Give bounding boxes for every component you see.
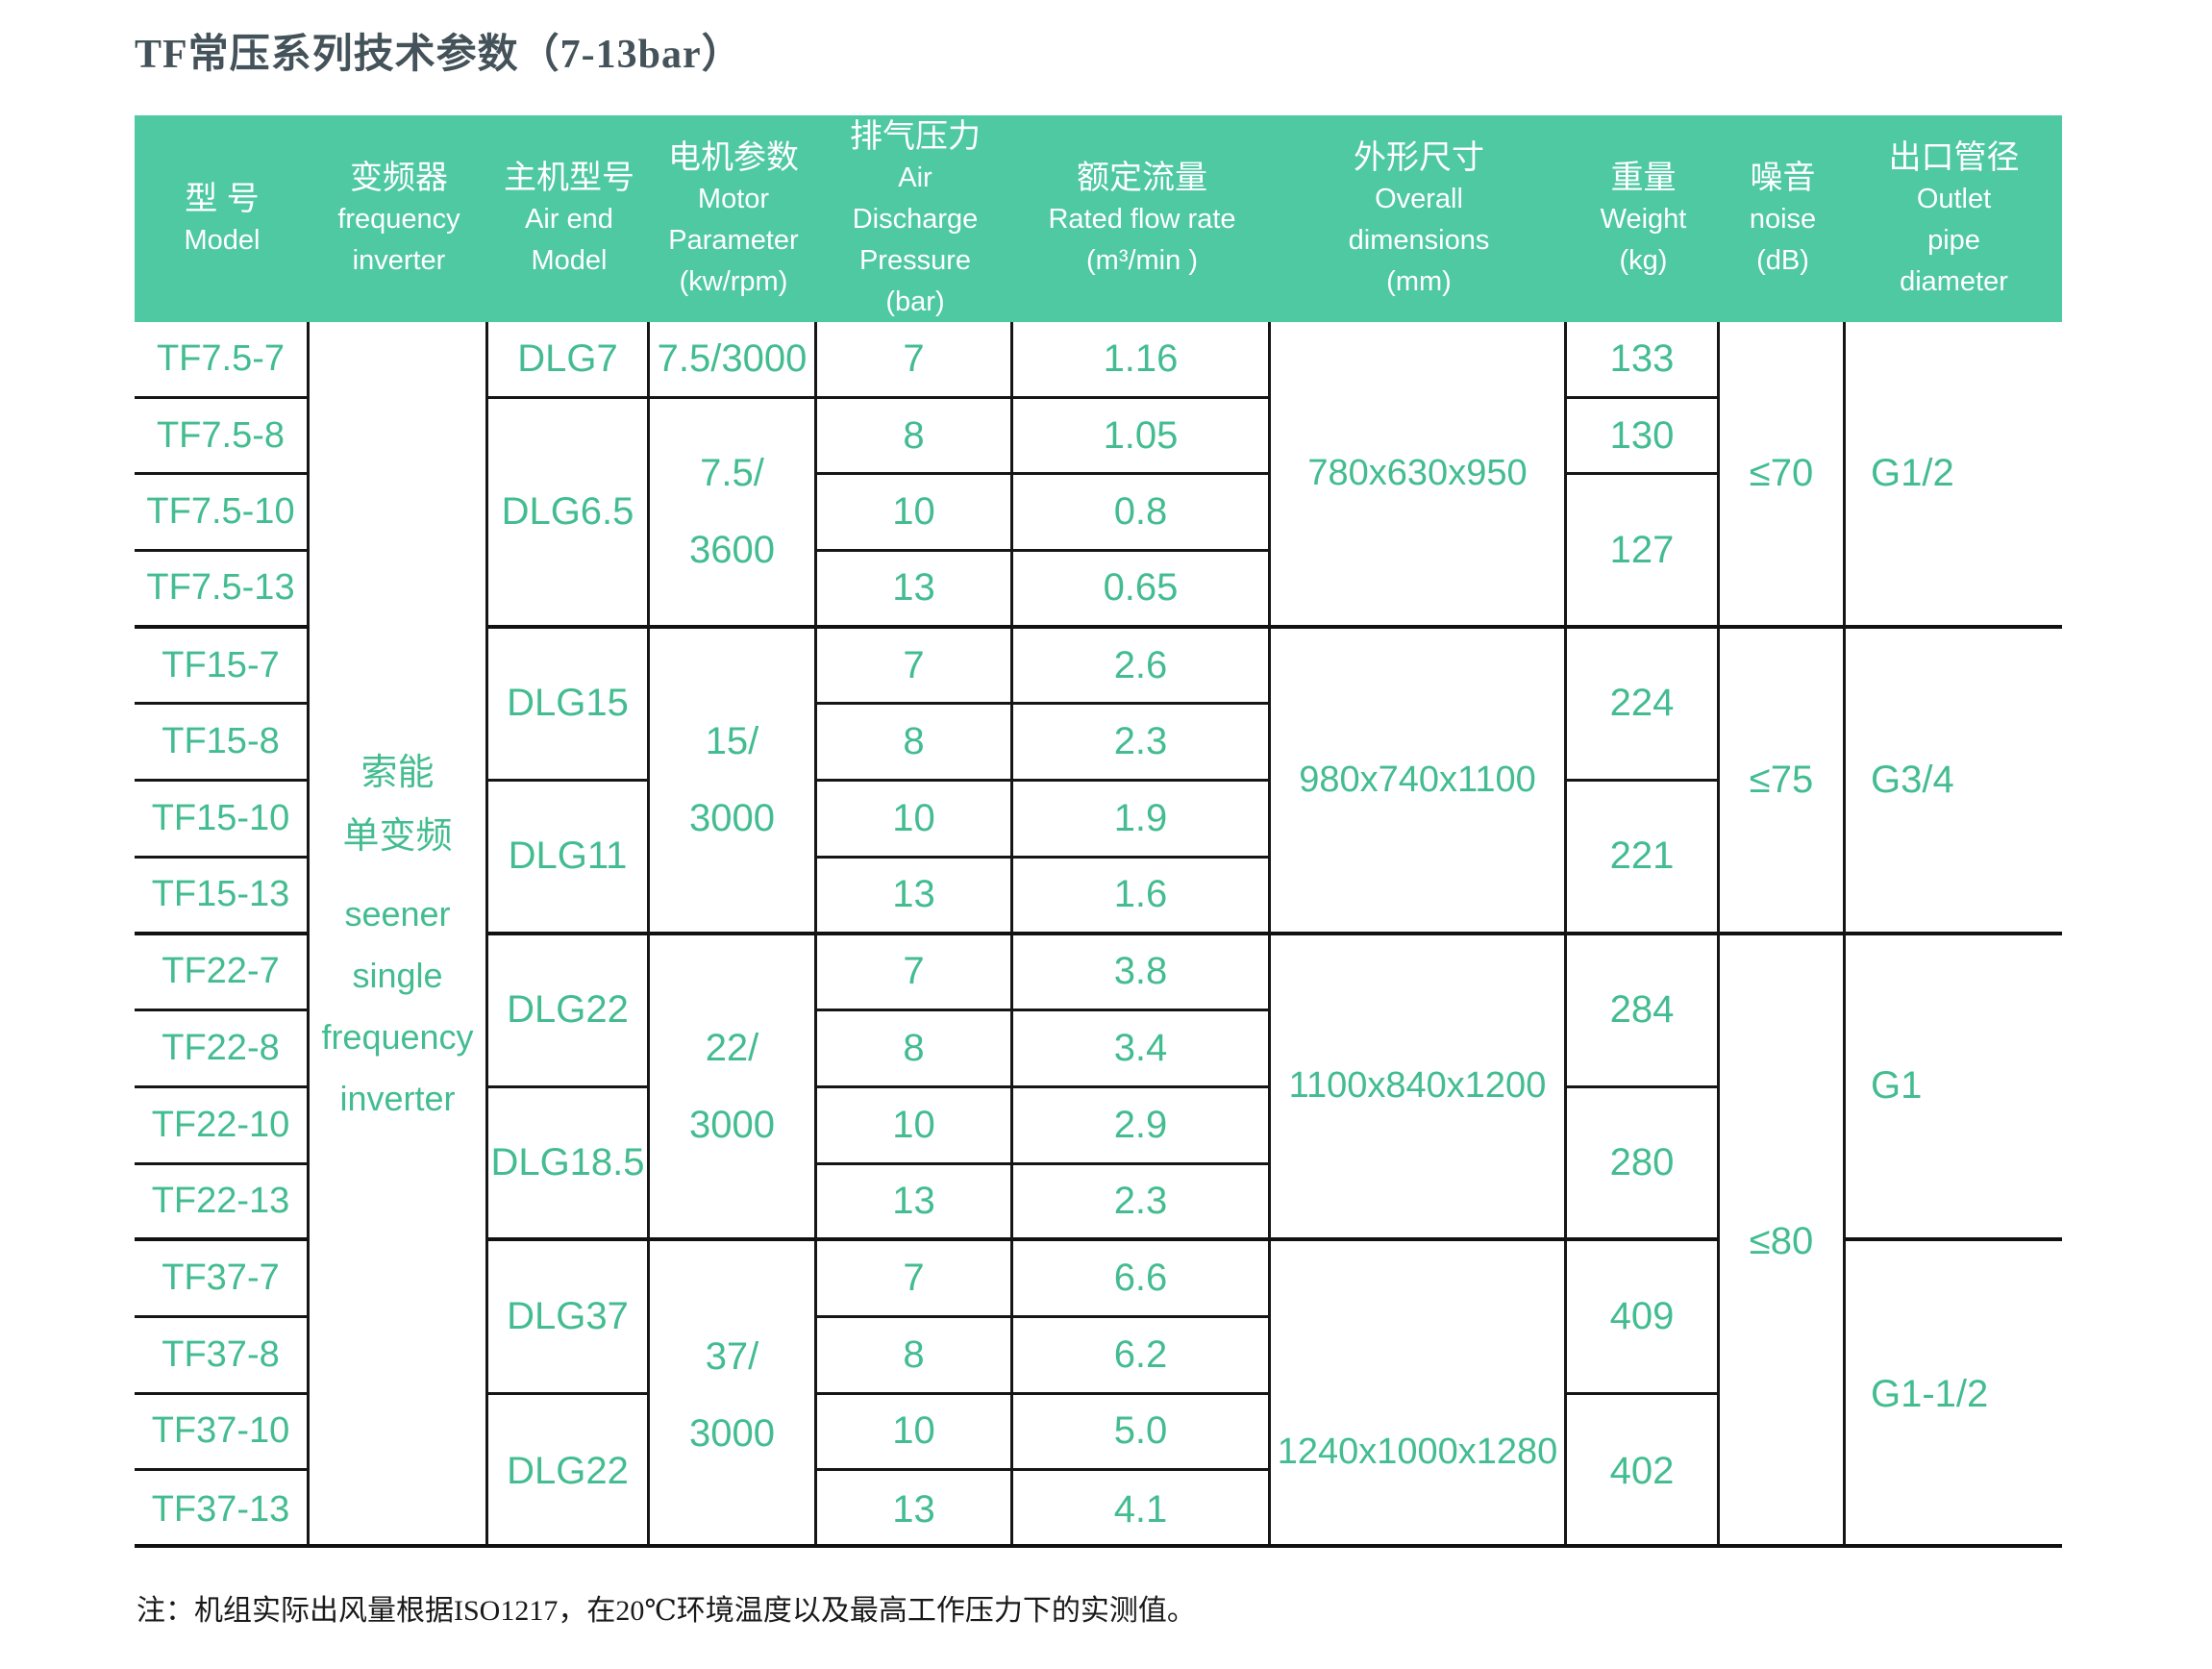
cell-model-1: TF7.5-8 — [135, 398, 310, 476]
cell-flow-3: 0.65 — [1013, 552, 1271, 629]
cell-model-0: TF7.5-7 — [135, 322, 310, 399]
page-title: TF常压系列技术参数（7-13bar） — [135, 33, 743, 77]
cell-pressure-14: 10 — [817, 1394, 1013, 1472]
cell-weight-1: 130 — [1567, 398, 1720, 476]
cell-pressure-7: 13 — [817, 858, 1013, 935]
cell-flow-9: 3.4 — [1013, 1011, 1271, 1088]
header-dimensions: 外形尺寸 Overall dimensions (mm) — [1348, 138, 1490, 297]
cell-flow-11: 2.3 — [1013, 1164, 1271, 1242]
cell-model-15: TF37-13 — [135, 1471, 310, 1548]
cell-flow-5: 2.3 — [1013, 705, 1271, 783]
cell-airend-7: DLG22 — [488, 1394, 650, 1548]
cell-airend-5: DLG18.5 — [488, 1087, 650, 1242]
cell-airend-1: DLG6.5 — [488, 398, 650, 629]
cell-model-10: TF22-10 — [135, 1087, 310, 1165]
cell-motor-2: 15/3000 — [650, 628, 817, 935]
cell-airend-2: DLG15 — [488, 628, 650, 783]
cell-pressure-0: 7 — [817, 322, 1013, 399]
cell-flow-14: 5.0 — [1013, 1394, 1271, 1472]
cell-outlet-0: G1/2 — [1846, 322, 2062, 629]
header-motor: 电机参数 Motor Parameter (kw/rpm) — [668, 138, 799, 297]
cell-model-9: TF22-8 — [135, 1011, 310, 1088]
cell-weight-8: 402 — [1567, 1394, 1720, 1548]
cell-model-14: TF37-10 — [135, 1394, 310, 1472]
cell-flow-7: 1.6 — [1013, 858, 1271, 935]
cell-weight-0: 133 — [1567, 322, 1720, 399]
cell-weight-5: 284 — [1567, 934, 1720, 1088]
cell-airend-0: DLG7 — [488, 322, 650, 399]
header-model: 型 号 Model — [184, 180, 261, 256]
cell-outlet-1: G3/4 — [1846, 629, 2062, 935]
cell-model-12: TF37-7 — [135, 1241, 310, 1318]
cell-pressure-8: 7 — [817, 934, 1013, 1012]
cell-noise-2: ≤80 — [1720, 934, 1846, 1548]
cell-dims-1: 980x740x1100 — [1271, 628, 1567, 935]
cell-pressure-1: 8 — [817, 398, 1013, 476]
cell-dims-3: 1240x1000x1280 — [1271, 1241, 1567, 1548]
cell-model-5: TF15-8 — [135, 705, 310, 783]
cell-motor-3: 22/3000 — [650, 934, 817, 1242]
header-flow: 额定流量 Rated flow rate (m³/min ) — [1048, 160, 1236, 276]
cell-airend-4: DLG22 — [488, 934, 650, 1088]
cell-weight-7: 409 — [1567, 1241, 1720, 1395]
cell-pressure-5: 8 — [817, 705, 1013, 783]
cell-flow-6: 1.9 — [1013, 782, 1271, 859]
cell-flow-4: 2.6 — [1013, 628, 1271, 706]
table-bottom-border — [135, 1544, 2062, 1548]
header-airend: 主机型号 Air end Model — [504, 160, 634, 276]
cell-motor-0: 7.5/3000 — [650, 322, 817, 399]
cell-flow-15: 4.1 — [1013, 1471, 1271, 1548]
cell-pressure-9: 8 — [817, 1011, 1013, 1088]
cell-model-13: TF37-8 — [135, 1317, 310, 1395]
cell-flow-8: 3.8 — [1013, 934, 1271, 1012]
header-pressure: 排气压力 Air Discharge Pressure (bar) — [850, 118, 981, 317]
cell-airend-6: DLG37 — [488, 1241, 650, 1395]
header-outlet: 出口管径 Outlet pipe diameter — [1888, 138, 2020, 297]
cell-outlet-3: G1-1/2 — [1871, 1373, 1989, 1416]
cell-outlet-2: G1 — [1846, 935, 2062, 1242]
cell-weight-2: 127 — [1567, 475, 1720, 629]
cell-dims-2: 1100x840x1200 — [1271, 934, 1567, 1242]
cell-pressure-6: 10 — [817, 782, 1013, 859]
cell-flow-13: 6.2 — [1013, 1317, 1271, 1395]
cell-pressure-11: 13 — [817, 1164, 1013, 1242]
cell-noise-1: ≤75 — [1720, 628, 1846, 935]
spec-table: 型 号 Model 变频器 frequency inverter 主机型号 Ai… — [135, 115, 2062, 1548]
footnote: 注：机组实际出风量根据ISO1217，在20℃环境温度以及最高工作压力下的实测值… — [137, 1595, 1196, 1627]
header-weight: 重量 Weight (kg) — [1600, 160, 1687, 276]
cell-model-2: TF7.5-10 — [135, 475, 310, 553]
cell-model-4: TF15-7 — [135, 628, 310, 706]
header-inverter: 变频器 frequency inverter — [337, 160, 460, 276]
inverter-cell: 索能 单变频 seener single frequency inverter — [310, 322, 488, 1548]
cell-pressure-12: 7 — [817, 1241, 1013, 1318]
cell-motor-4: 37/3000 — [650, 1241, 817, 1548]
cell-weight-3: 224 — [1567, 628, 1720, 783]
cell-flow-2: 0.8 — [1013, 475, 1271, 553]
cell-flow-10: 2.9 — [1013, 1087, 1271, 1165]
cell-pressure-10: 10 — [817, 1087, 1013, 1165]
table-header-row: 型 号 Model 变频器 frequency inverter 主机型号 Ai… — [135, 115, 2062, 322]
cell-model-7: TF15-13 — [135, 858, 310, 935]
cell-flow-0: 1.16 — [1013, 322, 1271, 399]
header-noise: 噪音 noise (dB) — [1749, 160, 1817, 276]
cell-model-3: TF7.5-13 — [135, 552, 310, 629]
cell-dims-0: 780x630x950 — [1271, 322, 1567, 629]
cell-flow-12: 6.6 — [1013, 1241, 1271, 1318]
cell-airend-3: DLG11 — [488, 782, 650, 935]
cell-pressure-15: 13 — [817, 1471, 1013, 1548]
cell-weight-4: 221 — [1567, 782, 1720, 935]
cell-model-8: TF22-7 — [135, 934, 310, 1012]
cell-pressure-2: 10 — [817, 475, 1013, 553]
cell-model-6: TF15-10 — [135, 782, 310, 859]
cell-motor-1: 7.5/3600 — [650, 398, 817, 629]
cell-flow-1: 1.05 — [1013, 398, 1271, 476]
cell-weight-6: 280 — [1567, 1087, 1720, 1242]
cell-pressure-4: 7 — [817, 628, 1013, 706]
table-body: TF7.5-7 TF7.5-8 TF7.5-10 TF7.5-13 TF15-7… — [135, 322, 2062, 1548]
cell-pressure-3: 13 — [817, 552, 1013, 629]
cell-pressure-13: 8 — [817, 1317, 1013, 1395]
cell-noise-0: ≤70 — [1720, 322, 1846, 629]
cell-model-11: TF22-13 — [135, 1164, 310, 1242]
